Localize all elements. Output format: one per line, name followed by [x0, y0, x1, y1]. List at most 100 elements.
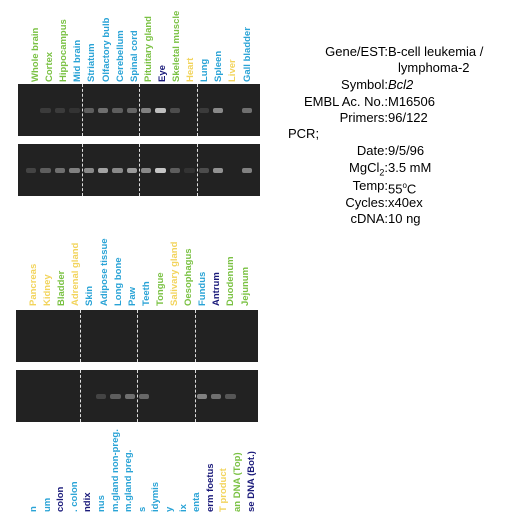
lane-separator: [196, 84, 198, 136]
top-tissue-label-text: Cortex: [44, 51, 56, 82]
lane-separator: [137, 370, 138, 422]
top-tissue-label-text: Hippocampus: [58, 19, 70, 82]
middle-tissue-label-text: Long bone: [112, 257, 124, 306]
bottom-tissue-label-text: s: [136, 506, 148, 512]
bottom-tissue-label: m.gland preg.: [121, 432, 135, 512]
gel-band: [155, 108, 166, 113]
bottom-tissue-label-text: y: [164, 506, 175, 512]
middle-tissue-label: Tongue: [153, 226, 167, 306]
gel-band: [241, 108, 252, 113]
top-tissue-label: Gall bladder: [240, 2, 254, 82]
gel-middle-row-2: [16, 370, 258, 422]
gel-band: [184, 168, 195, 173]
cycles-key: Cycles:: [345, 195, 388, 210]
cdna-key: cDNA:: [350, 211, 388, 226]
top-tissue-label-text: Pituitary gland: [142, 16, 154, 82]
bottom-tissue-label: n: [26, 432, 40, 512]
bottom-tissue-label-text: colon: [55, 486, 67, 512]
bottom-tissue-label-text: nus: [96, 495, 107, 512]
primers-value: 96/122: [388, 110, 428, 125]
middle-tissue-label: Pancreas: [26, 226, 40, 306]
date-value: 9/5/96: [388, 143, 425, 158]
top-tissue-label-text: Skeletal muscle: [171, 10, 182, 82]
middle-tissue-label: Salivary gland: [167, 226, 181, 306]
symbol-value: Bcl2: [388, 77, 414, 92]
middle-tissue-label-text: Antrum: [211, 272, 223, 306]
gel-band: [83, 108, 94, 113]
symbol-key: Symbol:: [341, 77, 388, 92]
mgcl2-value: 3.5 mM: [388, 160, 432, 175]
gene-info-panel: Gene/EST: B-cell leukemia / lymphoma-2 S…: [280, 44, 508, 244]
bottom-tissue-label: nus: [94, 432, 108, 512]
middle-tissue-label-text: Adipose tissue: [98, 238, 110, 306]
middle-tissue-label-text: Kidney: [42, 274, 54, 306]
gel-band: [126, 108, 137, 113]
bottom-tissue-label: se DNA (Bot.): [244, 432, 258, 512]
bottom-tissue-label-text: m.gland preg.: [123, 449, 135, 512]
middle-tissue-label: Paw: [125, 226, 139, 306]
gel-top-row-2: [18, 144, 260, 196]
bottom-tissue-label-text: se DNA (Bot.): [245, 451, 257, 512]
gel-band: [139, 394, 150, 399]
top-tissue-label-text: Liver: [227, 59, 239, 82]
top-tissue-label-text: Heart: [185, 57, 197, 82]
middle-tissue-label-text: Oesophagus: [183, 248, 195, 306]
gel-band: [110, 394, 121, 399]
temp-value-number: 55: [388, 181, 403, 197]
middle-tissue-label-text: Paw: [126, 286, 138, 306]
bottom-tissue-label: colon: [53, 432, 67, 512]
gel-band: [112, 108, 123, 113]
bottom-tissue-label-text: erm foetus: [204, 463, 216, 512]
mgcl2-key: MgCl2:: [349, 160, 388, 181]
gel-band: [141, 168, 152, 173]
mgcl2-key-colon: :: [384, 160, 388, 175]
gel-band: [69, 168, 80, 173]
bottom-tissue-label: um: [40, 432, 54, 512]
temp-value-unit: C: [406, 181, 417, 197]
gene-key: Gene/EST:: [325, 44, 388, 59]
middle-tissue-label: Skin: [82, 226, 96, 306]
middle-tissue-label-text: Pancreas: [28, 263, 39, 306]
top-tissue-label-text: Striatum: [86, 43, 98, 82]
gel-band: [54, 168, 66, 173]
gel-band: [196, 394, 207, 399]
bottom-tissue-label-text: idymis: [150, 481, 162, 512]
gel-band: [40, 108, 51, 113]
top-tissue-label: Eye: [155, 2, 169, 82]
top-tissue-label-text: Eye: [156, 65, 168, 82]
bottom-tissue-label-text: T product: [218, 468, 230, 512]
cdna-value: 10 ng: [388, 211, 421, 226]
top-tissue-label-text: Whole brain: [30, 27, 41, 82]
gel-band: [212, 108, 224, 113]
top-tissue-label: Spinal cord: [127, 2, 141, 82]
gene-value-line1: B-cell leukemia /: [388, 44, 484, 59]
gel-top-row-1: [18, 84, 260, 136]
gel-band: [54, 108, 66, 113]
pcr-key: PCR;: [288, 126, 320, 141]
middle-tissue-label: Kidney: [40, 226, 54, 306]
gel-band: [169, 168, 181, 173]
bottom-tissue-label-text: um: [41, 497, 53, 512]
bottom-tissue-label: T product: [216, 432, 230, 512]
bottom-tissue-label-text: an DNA (Top): [232, 452, 243, 512]
lane-separator: [196, 144, 198, 196]
gel-band: [97, 108, 109, 113]
bottom-tissue-label-text: ndix: [82, 492, 94, 512]
bottom-tissue-label-text: m.gland non-preg.: [109, 429, 121, 512]
top-tissue-label: Hippocampus: [56, 2, 70, 82]
lane-separator: [137, 310, 138, 362]
gel-band: [225, 394, 236, 399]
bottom-tissue-label-text: . colon: [68, 481, 80, 512]
middle-tissue-label-text: Bladder: [56, 270, 68, 306]
bottom-tissue-label: . colon: [67, 432, 81, 512]
gel-band: [241, 168, 252, 173]
bottom-tissue-label-text: enta: [191, 492, 203, 512]
temp-value: 55oC: [388, 178, 416, 197]
gel-band: [210, 394, 222, 399]
top-tissue-label-text: Spinal cord: [128, 30, 140, 82]
mgcl2-key-main: MgCl: [349, 160, 380, 175]
gel-band: [40, 168, 51, 173]
gel-band: [69, 108, 80, 113]
gel-band: [83, 168, 94, 173]
temp-key: Temp:: [352, 178, 388, 193]
